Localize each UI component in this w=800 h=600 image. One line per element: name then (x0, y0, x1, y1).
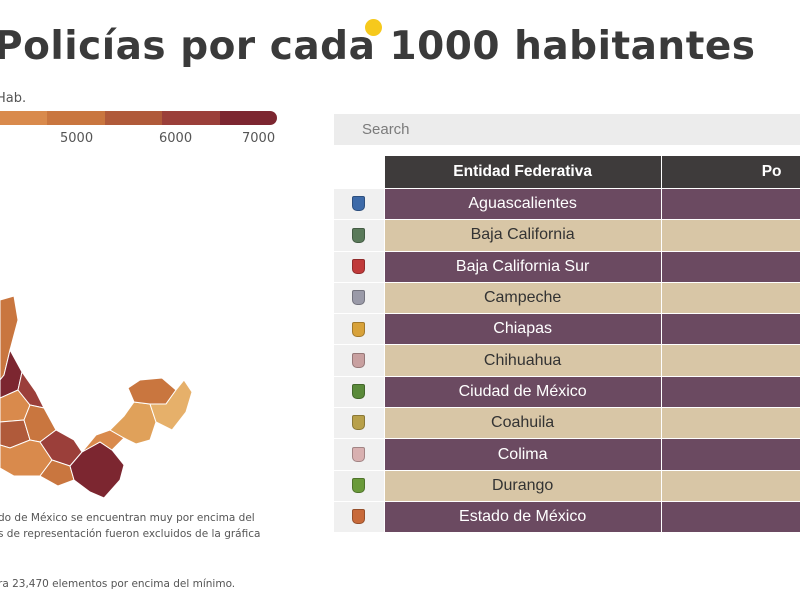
legend-swatch (0, 111, 48, 125)
table-header-row: Entidad Federativa Po (334, 156, 800, 188)
column-header-entidad[interactable]: Entidad Federativa (383, 156, 661, 188)
legend-color-bar (0, 111, 277, 125)
map-region[interactable] (149, 379, 193, 431)
title-accent-dot (365, 19, 382, 36)
entidad-name: Baja California (383, 219, 661, 251)
table-row[interactable]: Estado de México (334, 500, 800, 533)
baja-california-shield-icon (352, 227, 366, 243)
legend-caption: Hab. (0, 91, 27, 106)
chihuahua-shield-icon (352, 352, 366, 368)
estado-de-mexico-shield-icon (352, 509, 366, 525)
policias-value (660, 344, 800, 376)
table-row[interactable]: Campeche (334, 281, 800, 314)
durango-shield-icon (352, 478, 366, 494)
legend-tick-5000: 5000 (60, 131, 94, 146)
coahuila-shield-icon (352, 415, 366, 431)
policias-value (660, 188, 800, 220)
search-input[interactable] (334, 114, 800, 145)
table-row[interactable]: Baja California Sur (334, 250, 800, 282)
table-row[interactable]: Chiapas (334, 313, 800, 345)
policias-value (660, 438, 800, 470)
policias-value (660, 407, 800, 439)
table-row[interactable]: Aguascalientes (334, 188, 800, 220)
aguascalientes-shield-icon (352, 196, 366, 212)
legend-swatch (47, 111, 105, 125)
icon-column-header (334, 156, 384, 188)
colima-shield-icon (352, 446, 366, 462)
policias-value (660, 250, 800, 282)
mexico-choropleth-map[interactable] (0, 280, 200, 510)
table-row[interactable]: Coahuila (334, 407, 800, 439)
policias-value (660, 500, 800, 533)
policias-value (660, 313, 800, 345)
footnote-line-3: ra 23,470 elementos por encima del mínim… (0, 578, 236, 590)
table-row[interactable]: Colima (334, 438, 800, 470)
table-row[interactable]: Baja California (334, 219, 800, 251)
legend-swatch (219, 111, 277, 125)
entidad-name: Coahuila (383, 407, 661, 439)
policias-value (660, 469, 800, 501)
footnote-line-2: s de representación fueron excluidos de … (0, 528, 261, 540)
legend-tick-6000: 6000 (159, 131, 193, 146)
legend-swatch (104, 111, 163, 125)
legend-tick-7000: 7000 (242, 131, 276, 146)
footnote-line-1: do de México se encuentran muy por encim… (0, 512, 255, 524)
column-header-policias[interactable]: Po (660, 156, 800, 188)
entidad-name: Ciudad de México (383, 375, 661, 408)
data-table: Entidad Federativa Po Aguascalientes Baj… (334, 156, 800, 533)
policias-value (660, 219, 800, 251)
table-row[interactable]: Chihuahua (334, 344, 800, 376)
table-row[interactable]: Ciudad de México (334, 375, 800, 408)
entidad-name: Aguascalientes (383, 188, 661, 220)
entidad-name: Campeche (383, 281, 661, 314)
entidad-name: Baja California Sur (383, 250, 661, 282)
baja-california-sur-shield-icon (352, 259, 366, 274)
entidad-name: Chihuahua (383, 344, 661, 376)
campeche-shield-icon (352, 290, 366, 306)
map-region[interactable] (17, 370, 45, 409)
policias-value (660, 281, 800, 314)
legend-swatch (162, 111, 220, 125)
entidad-name: Colima (383, 438, 661, 470)
entidad-name: Estado de México (383, 500, 661, 533)
policias-value (660, 375, 800, 408)
entidad-name: Durango (383, 469, 661, 501)
entidad-name: Chiapas (383, 313, 661, 345)
ciudad-de-mexico-shield-icon (352, 384, 366, 400)
chiapas-shield-icon (352, 321, 366, 337)
table-row[interactable]: Durango (334, 469, 800, 501)
